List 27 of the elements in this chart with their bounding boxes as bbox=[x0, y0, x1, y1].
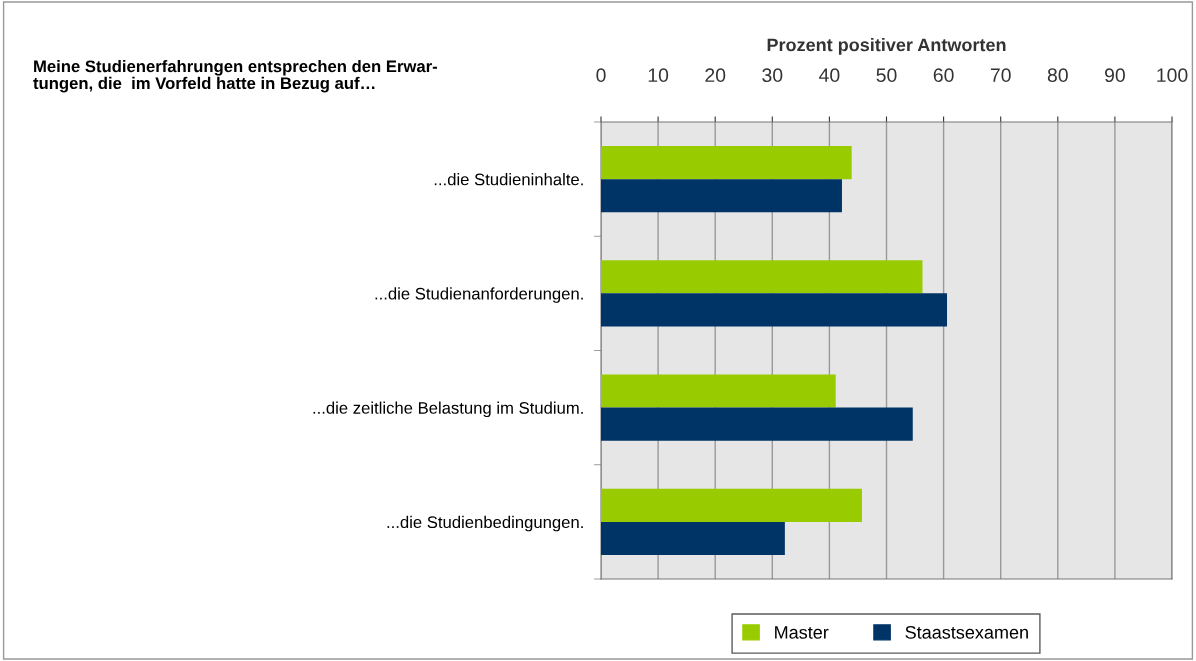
x-tick-label: 100 bbox=[1157, 68, 1188, 83]
x-tick-label: 10 bbox=[648, 68, 669, 83]
bar bbox=[601, 521, 785, 556]
y-tick-label: ...die Studienanforderungen. bbox=[375, 287, 583, 303]
x-tick-label: 0 bbox=[596, 68, 606, 83]
x-tick-label: 20 bbox=[705, 68, 726, 83]
x-tick-label: 80 bbox=[1047, 68, 1068, 83]
x-tick-label: 70 bbox=[990, 68, 1011, 83]
x-tick-label: 40 bbox=[819, 68, 840, 83]
legend-label: Staastsexamen bbox=[905, 625, 1028, 639]
bar bbox=[601, 260, 923, 294]
bar bbox=[601, 179, 842, 213]
y-tick-label: ...die Studienbedingungen. bbox=[387, 515, 583, 532]
y-tick-label: ...die Studieninhalte. bbox=[434, 173, 583, 186]
legend-label: Master bbox=[775, 626, 829, 639]
x-tick-label: 30 bbox=[762, 68, 783, 83]
bar bbox=[601, 293, 948, 327]
x-tick-label: 50 bbox=[876, 68, 897, 83]
x-tick-label: 60 bbox=[933, 68, 954, 83]
text: Meine Studienerfahrungen entsprechen den Erwar- tungen, die im Vorfeld hatte in Bezug auf… bbox=[33, 60, 438, 93]
x-tick-label: 90 bbox=[1105, 68, 1125, 83]
bar bbox=[601, 407, 913, 441]
bar bbox=[601, 374, 836, 408]
bar bbox=[601, 145, 852, 180]
bar bbox=[601, 488, 862, 522]
y-tick-label: ...die zeitliche Belastung im Studium. bbox=[313, 401, 583, 418]
x-axis-title: Prozent positiver Antworten bbox=[767, 38, 1006, 55]
